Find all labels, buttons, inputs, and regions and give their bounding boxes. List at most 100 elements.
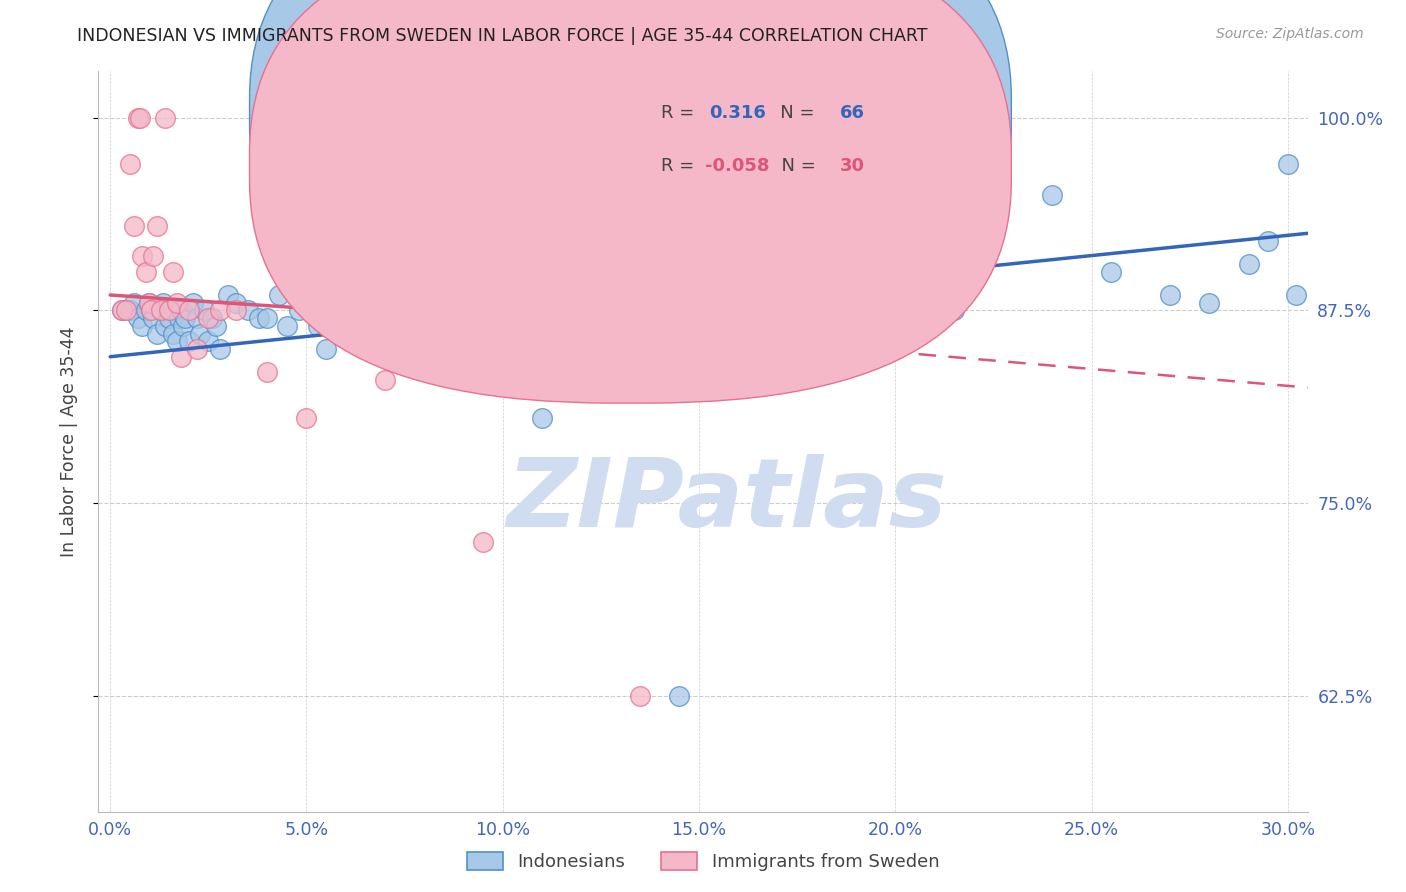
Point [1285,288,1308,302]
Point [177,303,200,318]
Point [128,111,150,125]
Point [287,303,309,318]
Point [135,303,157,318]
Point [247,311,270,326]
Point [170,350,193,364]
Point [150,303,173,318]
Point [1099,265,1122,279]
Point [166,295,188,310]
Point [127,311,149,326]
Point [118,157,141,171]
Point [170,303,193,318]
Point [472,534,495,549]
Point [492,342,515,356]
Point [193,303,215,318]
Text: N =: N = [763,103,821,121]
Point [131,250,153,264]
Point [326,303,349,318]
Point [138,295,160,310]
FancyBboxPatch shape [250,0,1011,350]
Point [1237,257,1260,271]
Point [335,295,357,310]
Point [413,303,436,318]
Point [225,295,247,310]
Point [267,288,290,302]
Point [374,334,396,349]
FancyBboxPatch shape [250,0,1011,403]
Legend: Indonesians, Immigrants from Sweden: Indonesians, Immigrants from Sweden [460,845,946,879]
Point [157,311,180,326]
Point [256,365,278,379]
Point [167,311,190,326]
Point [141,303,163,318]
Point [354,311,377,326]
Point [201,311,224,326]
Point [160,303,183,318]
Point [307,318,329,333]
Point [186,311,208,326]
Point [111,303,134,318]
Point [142,250,165,264]
Point [394,326,416,341]
Text: ZIPatlas: ZIPatlas [508,454,948,548]
Point [727,303,749,318]
Point [1042,187,1064,202]
Point [628,334,651,349]
Point [127,111,149,125]
Point [162,326,184,341]
Point [209,342,232,356]
Point [472,373,495,387]
Point [276,318,298,333]
Point [115,303,138,318]
Point [122,219,145,233]
Point [142,311,165,326]
Point [152,295,174,310]
Point [217,288,239,302]
Point [374,373,396,387]
Point [865,318,887,333]
Point [141,303,163,318]
Point [197,334,219,349]
Point [943,303,966,318]
Text: N =: N = [769,157,821,175]
Point [177,334,200,349]
Point [1257,234,1279,248]
Point [1159,288,1181,302]
Point [181,295,204,310]
Point [118,303,141,318]
Point [1198,295,1220,310]
Point [315,342,337,356]
Point [111,303,134,318]
Point [135,265,157,279]
Text: 0.316: 0.316 [709,103,766,121]
Text: 30: 30 [839,157,865,175]
Point [295,295,318,310]
Point [433,365,456,379]
Point [569,303,592,318]
Point [225,303,247,318]
Y-axis label: In Labor Force | Age 35-44: In Labor Force | Age 35-44 [59,326,77,557]
Point [146,219,169,233]
Point [131,318,153,333]
Point [162,265,184,279]
FancyBboxPatch shape [588,75,897,197]
Point [150,303,173,318]
Point [668,689,690,703]
Point [138,295,160,310]
Point [236,303,259,318]
Point [190,326,212,341]
Point [146,326,169,341]
Text: R =: R = [661,103,706,121]
Point [157,303,180,318]
Text: Source: ZipAtlas.com: Source: ZipAtlas.com [1216,27,1364,41]
Point [256,311,278,326]
Point [315,303,337,318]
Point [531,411,554,425]
Point [205,318,228,333]
Point [295,411,318,425]
Point [153,318,176,333]
Point [172,318,194,333]
Text: INDONESIAN VS IMMIGRANTS FROM SWEDEN IN LABOR FORCE | AGE 35-44 CORRELATION CHAR: INDONESIAN VS IMMIGRANTS FROM SWEDEN IN … [77,27,928,45]
Point [153,111,176,125]
Point [453,303,475,318]
